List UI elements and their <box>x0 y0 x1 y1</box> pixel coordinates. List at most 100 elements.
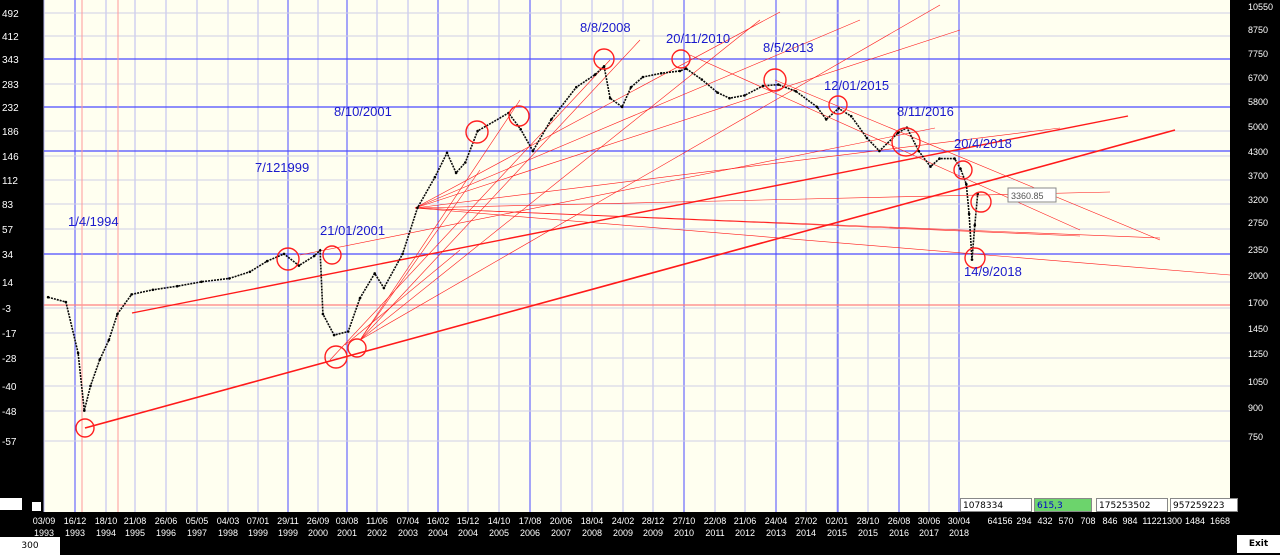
trendline-6 <box>414 127 1061 209</box>
x-tick-date: 27/02 <box>795 516 818 526</box>
pivot-circle-4 <box>347 338 367 358</box>
readout-3: 175253502 <box>1096 498 1168 512</box>
trendline-7 <box>414 29 961 209</box>
trendline-12 <box>359 39 641 341</box>
x-tick-year: 2009 <box>613 528 633 538</box>
series-point-41 <box>629 85 633 89</box>
series-point-29 <box>454 171 458 175</box>
trendline-5 <box>414 191 1111 209</box>
x-tick-label: 05/05 1997 <box>186 516 209 538</box>
x-tick-year: 2000 <box>308 528 328 538</box>
series-point-9 <box>151 288 155 292</box>
series-point-47 <box>716 91 719 94</box>
series-point-64 <box>953 157 956 160</box>
right-tick-label: 3200 <box>1248 195 1268 205</box>
series-point-1 <box>64 300 68 304</box>
x-tick-label: 16/02 2004 <box>427 516 450 538</box>
series-point-67 <box>967 212 971 216</box>
x-axis: 03/09 1993 16/12 1993 18/10 1994 21/08 1995 26/0… <box>33 516 971 538</box>
zoom-button[interactable]: 300 <box>0 537 60 555</box>
series-point-42 <box>641 75 645 79</box>
pivot-circle-8 <box>671 49 691 69</box>
x-tick-date: 26/09 <box>307 516 330 526</box>
x-tick-date: 30/04 <box>948 516 971 526</box>
trendlines <box>84 4 1231 429</box>
series-point-52 <box>794 90 798 93</box>
x-tick-year: 2011 <box>705 528 724 538</box>
annotation-label: 8/8/2008 <box>580 20 631 35</box>
price-label-text: 3360.85 <box>1011 191 1044 201</box>
x-tick-year: 2007 <box>551 528 571 538</box>
series-point-36 <box>575 85 578 89</box>
x-tick-year: 2015 <box>858 528 878 538</box>
x-tick-year: 2015 <box>827 528 847 538</box>
x-tick-date: 20/06 <box>550 516 573 526</box>
x-tick-year: 2003 <box>398 528 418 538</box>
series-point-46 <box>700 78 704 81</box>
x-tick-label: 27/02 2014 <box>795 516 818 538</box>
x-tick-date: 07/01 <box>247 516 270 526</box>
right-tick-label: 1700 <box>1248 298 1268 308</box>
left-tick-label: 492 <box>2 9 19 20</box>
annotation-label: 8/10/2001 <box>334 104 392 119</box>
corner-box <box>0 498 22 510</box>
series-point-4 <box>89 384 92 388</box>
pivot-circle-14 <box>964 247 986 269</box>
x-tick-label: 26/08 2016 <box>888 516 911 538</box>
left-axis: 492 412 343 283 232 186 146 112 83 57 34 14 -3 -17 -28… <box>2 9 19 448</box>
series-point-17 <box>312 254 316 258</box>
annotations: 1/4/1994 7/121999 8/10/2001 21/01/2001 8/8/2… <box>68 20 1022 279</box>
trendline-13 <box>359 99 521 341</box>
series-point-2 <box>76 351 80 355</box>
x-tick-date: 27/10 <box>673 516 696 526</box>
annotation-label: 1/4/1994 <box>68 214 119 229</box>
x-tick-year: 2002 <box>367 528 387 538</box>
series-point-0 <box>46 295 50 299</box>
annotation-label: 20/11/2010 <box>666 31 730 46</box>
series-point-24 <box>382 286 386 290</box>
trendline-17 <box>344 249 461 346</box>
bottom-scale-label: 1122 <box>1142 516 1161 526</box>
series-point-14 <box>265 259 269 263</box>
readout-4: 957259223 <box>1170 498 1238 512</box>
exit-button[interactable]: Exit <box>1237 535 1280 553</box>
right-tick-label: 2350 <box>1248 245 1268 255</box>
x-tick-label: 11/06 2002 <box>366 516 388 538</box>
trendline-1 <box>131 115 1129 314</box>
trendline-15 <box>299 127 936 256</box>
trendline-10 <box>359 4 941 341</box>
series-point-54 <box>824 118 828 121</box>
series-point-56 <box>849 114 853 118</box>
x-tick-label: 21/08 1995 <box>124 516 147 538</box>
price-series <box>46 64 979 412</box>
series-point-16 <box>297 264 301 267</box>
series-point-51 <box>777 83 780 86</box>
pivot-circle-11 <box>891 127 921 157</box>
x-tick-date: 03/08 <box>336 516 359 526</box>
trendline-8 <box>414 19 861 209</box>
series-point-15 <box>282 252 286 256</box>
x-tick-year: 1999 <box>278 528 298 538</box>
right-tick-label: 5000 <box>1248 122 1268 132</box>
x-tick-label: 14/10 2005 <box>488 516 511 538</box>
x-tick-year: 2012 <box>735 528 755 538</box>
x-tick-date: 18/04 <box>581 516 604 526</box>
x-tick-label: 03/09 1993 <box>33 516 56 538</box>
x-tick-year: 2014 <box>796 528 816 538</box>
x-tick-date: 26/06 <box>155 516 178 526</box>
bottom-scale-label: 846 <box>1102 516 1117 526</box>
x-tick-year: 1996 <box>156 528 176 538</box>
pivot-circle-2 <box>322 245 342 265</box>
left-tick-label: 232 <box>2 103 19 114</box>
x-tick-label: 24/02 2009 <box>612 516 635 538</box>
x-tick-label: 21/06 2012 <box>734 516 757 538</box>
x-tick-label: 03/08 2001 <box>336 516 359 538</box>
right-tick-label: 2750 <box>1248 218 1268 228</box>
series-point-8 <box>130 293 133 296</box>
left-tick-label: 14 <box>2 278 14 289</box>
x-tick-label: 29/11 1999 <box>277 516 299 538</box>
left-tick-label: 283 <box>2 80 19 91</box>
bottom-scale-label: 1668 <box>1210 516 1230 526</box>
pivot-circle-1 <box>276 247 300 271</box>
